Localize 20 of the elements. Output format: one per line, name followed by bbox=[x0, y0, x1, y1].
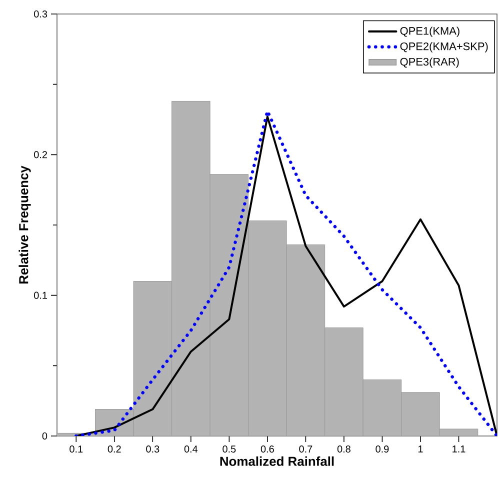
x-tick-label: 0.4 bbox=[184, 446, 198, 453]
x-tick-label: 1.1 bbox=[452, 446, 466, 452]
x-tick-label: 0.1 bbox=[70, 446, 83, 453]
x-tick-label: 0.9 bbox=[376, 446, 389, 453]
x-tick-label: 0.8 bbox=[337, 446, 350, 453]
x-tick-label: 0.7 bbox=[299, 446, 312, 453]
x-tick-label: 0.2 bbox=[108, 446, 121, 453]
x-tick-label: 0.5 bbox=[222, 446, 236, 453]
x-axis-title: Nomalized Rainfall bbox=[220, 456, 334, 466]
y-tick-label: 0.3 bbox=[34, 10, 48, 18]
legend-label: QPE2(KMA+SKP) bbox=[400, 42, 488, 52]
y-tick-label: 0 bbox=[42, 432, 48, 440]
x-tick-label: 0.6 bbox=[260, 446, 274, 453]
legend-label: QPE1(KMA) bbox=[400, 26, 460, 37]
y-tick-label: 0.2 bbox=[34, 151, 47, 158]
legend-label: QPE3(RAR) bbox=[400, 58, 459, 68]
y-tick-label: 0.1 bbox=[34, 292, 47, 299]
x-tick-label: 0.3 bbox=[146, 446, 160, 453]
y-axis-title: Relative Frequency bbox=[18, 166, 31, 284]
x-tick-label: 1 bbox=[418, 446, 423, 452]
